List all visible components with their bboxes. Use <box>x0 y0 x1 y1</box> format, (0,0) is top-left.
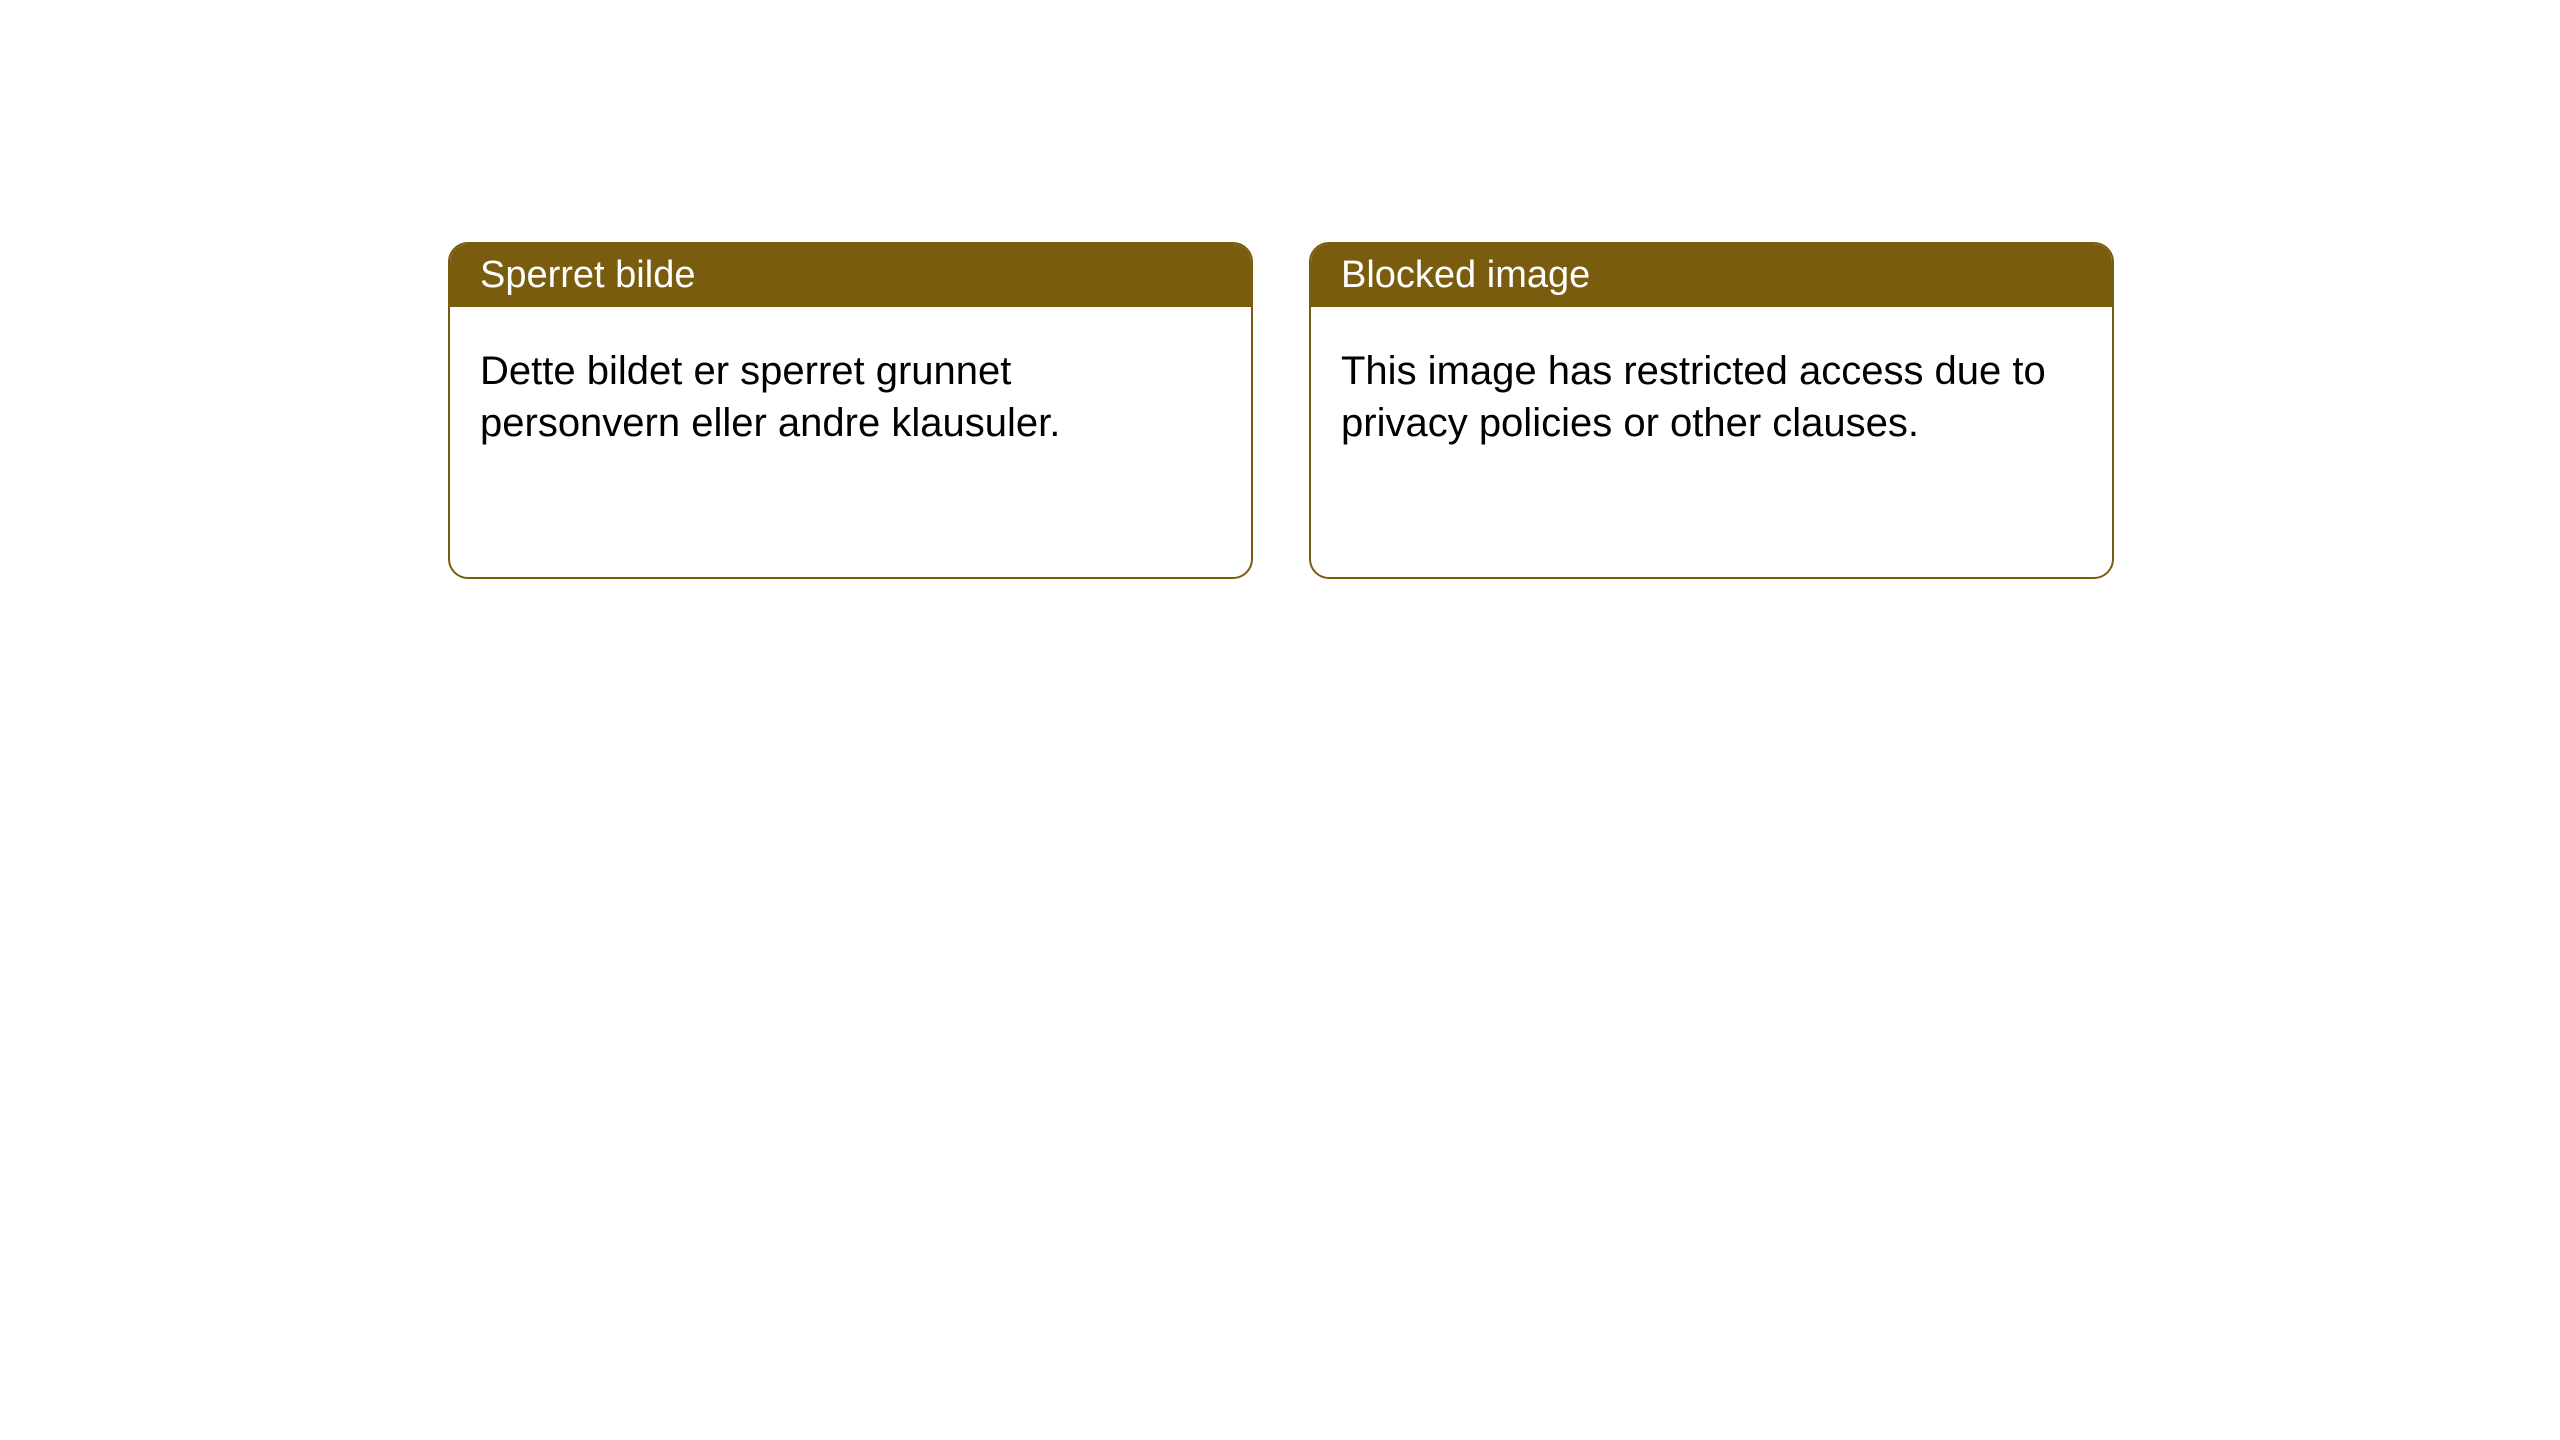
card-body-text: Dette bildet er sperret grunnet personve… <box>480 349 1060 445</box>
card-title: Blocked image <box>1341 254 1590 296</box>
notice-cards-container: Sperret bilde Dette bildet er sperret gr… <box>0 0 2560 579</box>
card-header: Blocked image <box>1311 244 2112 307</box>
notice-card-norwegian: Sperret bilde Dette bildet er sperret gr… <box>448 242 1253 579</box>
card-header: Sperret bilde <box>450 244 1251 307</box>
card-body-text: This image has restricted access due to … <box>1341 349 2046 445</box>
card-body: This image has restricted access due to … <box>1311 307 2112 487</box>
card-body: Dette bildet er sperret grunnet personve… <box>450 307 1251 487</box>
card-title: Sperret bilde <box>480 254 695 296</box>
notice-card-english: Blocked image This image has restricted … <box>1309 242 2114 579</box>
